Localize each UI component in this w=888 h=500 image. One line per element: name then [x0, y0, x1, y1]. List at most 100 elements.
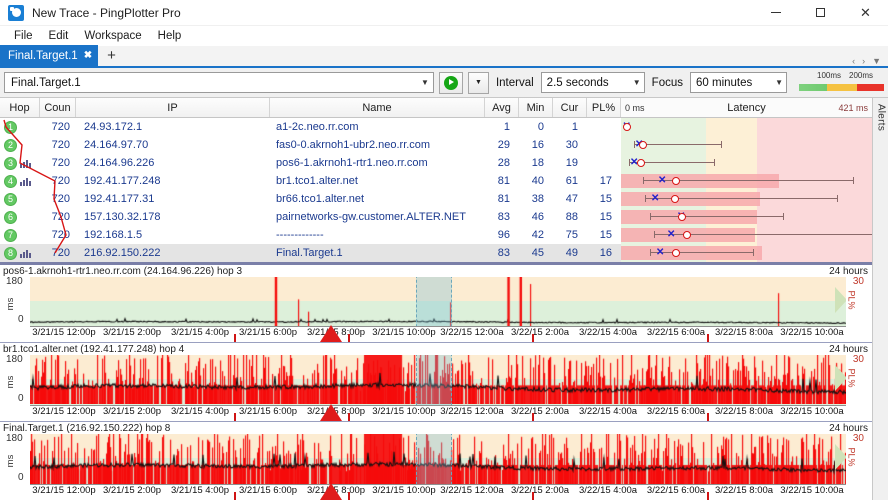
legend-amber-segment — [827, 83, 857, 91]
alerts-rail[interactable]: Alerts — [872, 98, 888, 500]
x-axis-tick-label: 3/22/15 12:00a — [440, 405, 504, 417]
x-axis-tick-label: 3/22/15 2:00a — [510, 327, 570, 339]
axis-event-tick — [234, 412, 236, 421]
mini-chart-icon[interactable] — [20, 159, 31, 168]
cell-latency-plot: ✕ — [621, 244, 872, 262]
graph-panel[interactable]: Final.Target.1 (216.92.150.222) hop 8 24… — [0, 421, 872, 500]
interval-label: Interval — [495, 76, 534, 89]
graph-title: pos6-1.akrnoh1-rtr1.neo.rr.com (24.164.9… — [3, 266, 243, 277]
table-row[interactable]: 3 720 24.164.96.226 pos6-1.akrnoh1-rtr1.… — [0, 154, 872, 172]
menu-workspace[interactable]: Workspace — [84, 30, 142, 42]
focus-window-highlight[interactable] — [415, 433, 452, 484]
table-row[interactable]: 5 720 192.41.177.31 br66.tco1.alter.net … — [0, 190, 872, 208]
cell-cur: 88 — [565, 211, 578, 223]
column-header-latency[interactable]: 0 ms Latency 421 ms — [621, 98, 872, 117]
graph-panel[interactable]: br1.tco1.alter.net (192.41.177.248) hop … — [0, 343, 872, 422]
cell-latency-plot: ✕ — [621, 136, 872, 154]
time-marker-triangle[interactable] — [319, 482, 342, 500]
column-header-avg[interactable]: Avg — [485, 98, 519, 117]
pl-axis-label: PL% — [846, 368, 857, 388]
cell-latency-plot: ✕ — [621, 172, 872, 190]
cell-pl: 15 — [599, 211, 612, 223]
add-tab-button[interactable]: + — [107, 47, 116, 64]
cell-latency-plot: ✕ — [621, 226, 872, 244]
mini-chart-icon[interactable] — [20, 249, 31, 258]
tab-final-target-1[interactable]: Final.Target.1 ✖ — [0, 45, 99, 66]
graph-plot-area[interactable] — [30, 277, 846, 327]
current-latency-marker — [683, 231, 691, 239]
cell-ip: 192.41.177.248 — [84, 175, 161, 187]
table-row[interactable]: 7 720 192.168.1.5 ------------- 96 42 75… — [0, 226, 872, 244]
time-marker-triangle[interactable] — [319, 325, 342, 343]
column-header-min[interactable]: Min — [519, 98, 553, 117]
cell-name: br1.tco1.alter.net — [276, 175, 358, 187]
minimize-icon — [770, 12, 781, 13]
trace-options-dropdown[interactable]: ▼ — [467, 71, 489, 94]
tab-list-icon[interactable]: ▼ — [872, 56, 881, 66]
focus-select[interactable]: 60 minutes ▼ — [690, 72, 787, 93]
table-row[interactable]: 1 720 24.93.172.1 a1-2c.neo.rr.com 1 0 1… — [0, 118, 872, 136]
legend-labels: 100ms 200ms — [799, 71, 884, 82]
chevron-down-icon[interactable]: ▼ — [421, 78, 429, 87]
cell-name: pairnetworks-gw.customer.ALTER.NET — [276, 211, 466, 223]
x-axis-tick-label: 3/21/15 4:00p — [170, 405, 230, 417]
cell-count: 720 — [51, 229, 70, 241]
time-marker-triangle[interactable] — [319, 403, 342, 421]
pl-axis-max-label: 30 — [852, 354, 864, 366]
cell-count: 720 — [51, 157, 70, 169]
play-icon — [443, 75, 458, 90]
minimize-button[interactable] — [753, 0, 798, 26]
hop-badge: 7 — [4, 228, 17, 242]
column-header-name[interactable]: Name — [270, 98, 485, 117]
column-header-cur[interactable]: Cur — [553, 98, 587, 117]
menu-edit[interactable]: Edit — [48, 30, 69, 42]
cell-count: 720 — [51, 211, 70, 223]
cell-avg: 1 — [503, 121, 510, 133]
graph-plot-area[interactable] — [30, 433, 846, 484]
axis-event-tick — [707, 412, 710, 421]
table-row[interactable]: 2 720 24.164.97.70 fas0-0.akrnoh1-ubr2.n… — [0, 136, 872, 154]
menu-help[interactable]: Help — [157, 30, 182, 42]
cell-avg: 28 — [497, 157, 510, 169]
table-row[interactable]: 6 720 157.130.32.178 pairnetworks-gw.cus… — [0, 208, 872, 226]
tab-next-icon[interactable]: › — [862, 56, 866, 66]
tab-prev-icon[interactable]: ‹ — [852, 56, 856, 66]
close-button[interactable]: ✕ — [843, 0, 888, 26]
band-red — [756, 190, 872, 208]
cell-name: fas0-0.akrnoh1-ubr2.neo.rr.com — [276, 139, 431, 151]
window-title: New Trace - PingPlotter Pro — [32, 5, 181, 20]
column-header-hop[interactable]: Hop — [0, 98, 40, 117]
cell-latency-plot: ✕ — [621, 208, 872, 226]
focus-window-highlight[interactable] — [415, 355, 452, 405]
column-header-ip[interactable]: IP — [76, 98, 270, 117]
table-row[interactable]: 8 720 216.92.150.222 Final.Target.1 83 4… — [0, 244, 872, 262]
cell-hop: 7 — [0, 228, 40, 242]
main-column: Hop Coun IP Name Avg Min Cur PL% — [0, 98, 872, 500]
x-axis-tick-label: 3/22/15 10:00a — [780, 484, 844, 496]
x-axis-tick-label: 3/22/15 4:00a — [578, 405, 638, 417]
cell-count: 720 — [51, 193, 70, 205]
menu-file[interactable]: File — [14, 30, 33, 42]
graph-plot-area[interactable] — [30, 355, 846, 405]
maximize-button[interactable] — [798, 0, 843, 26]
start-trace-button[interactable] — [438, 71, 463, 94]
y-axis-unit-label: ms — [4, 297, 16, 310]
target-input[interactable]: Final.Target.1 ▼ — [4, 72, 434, 93]
table-row[interactable]: 4 720 192.41.177.248 br1.tco1.alter.net … — [0, 172, 872, 190]
cell-cur: 61 — [565, 175, 578, 187]
cell-latency-plot: ✕ — [621, 154, 872, 172]
band-amber — [706, 154, 757, 172]
focus-window-highlight[interactable] — [415, 277, 452, 327]
y-axis-unit-label: ms — [4, 454, 16, 468]
graph-panel[interactable]: pos6-1.akrnoh1-rtr1.neo.rr.com (24.164.9… — [0, 265, 872, 344]
content-area: Hop Coun IP Name Avg Min Cur PL% — [0, 98, 888, 500]
current-latency-marker — [623, 123, 631, 131]
latency-max-label: 421 ms — [838, 102, 868, 113]
maximize-icon — [816, 8, 825, 17]
column-header-coun[interactable]: Coun — [40, 98, 76, 117]
mini-chart-icon[interactable] — [20, 177, 31, 186]
tab-close-icon[interactable]: ✖ — [83, 50, 93, 61]
band-red — [756, 118, 872, 136]
interval-select[interactable]: 2.5 seconds ▼ — [540, 72, 645, 93]
column-header-pl[interactable]: PL% — [587, 98, 621, 117]
